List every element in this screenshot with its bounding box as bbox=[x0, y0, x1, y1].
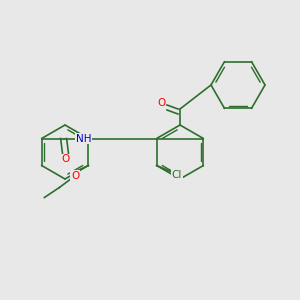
Text: O: O bbox=[157, 98, 165, 108]
Text: Cl: Cl bbox=[171, 170, 182, 181]
Text: O: O bbox=[61, 154, 70, 164]
Text: NH: NH bbox=[76, 134, 92, 143]
Text: O: O bbox=[71, 170, 80, 181]
